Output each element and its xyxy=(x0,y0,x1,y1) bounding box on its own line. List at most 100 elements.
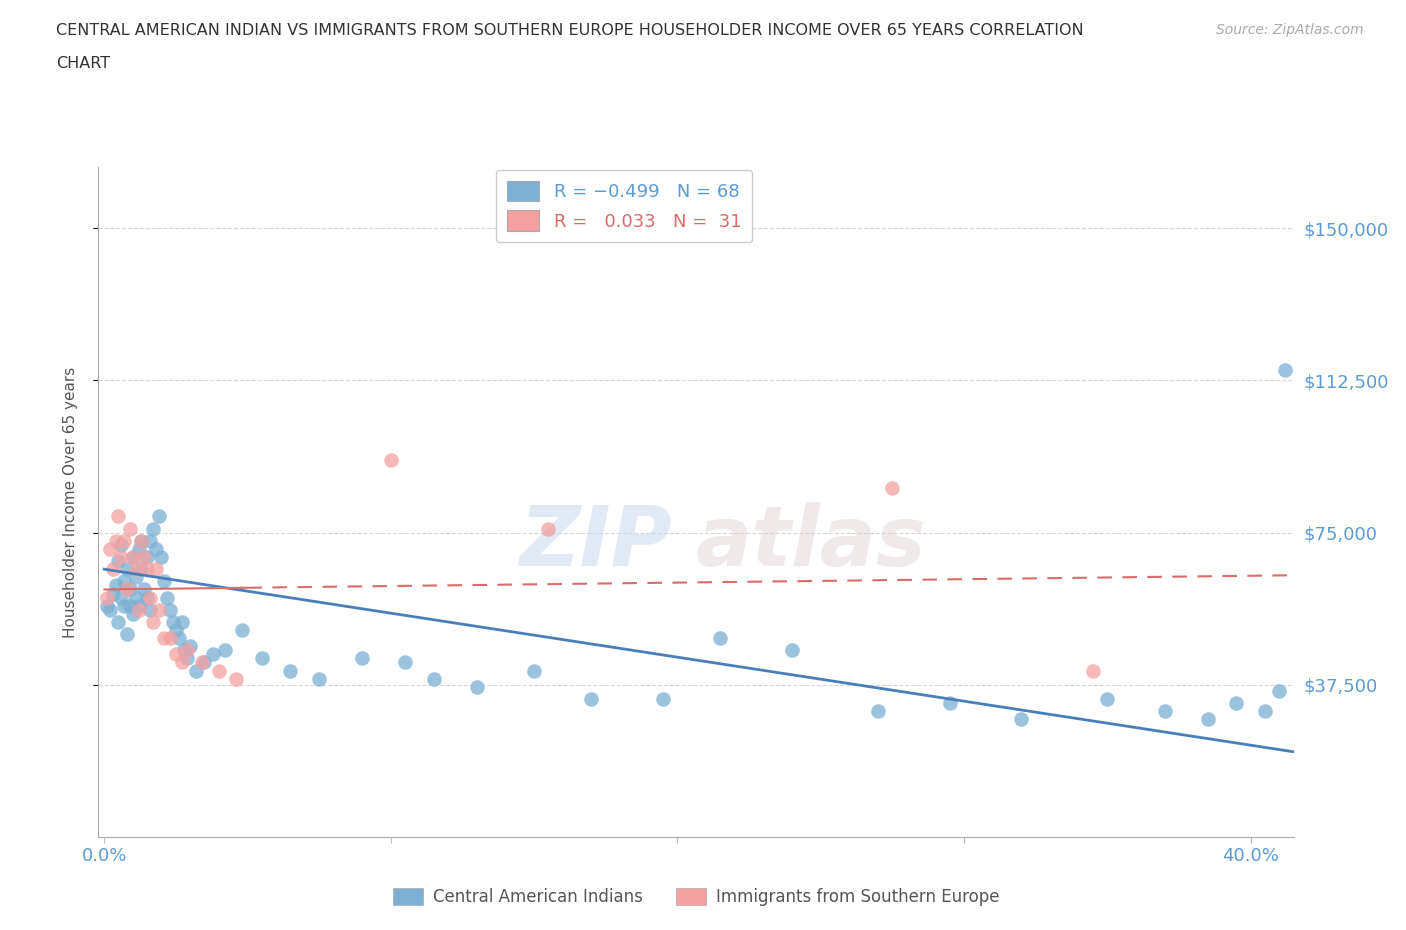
Point xyxy=(96,591,118,605)
Point xyxy=(150,550,173,565)
Point xyxy=(225,671,247,686)
Point xyxy=(121,550,143,565)
Point xyxy=(308,671,330,686)
Point xyxy=(1010,711,1032,726)
Point xyxy=(179,639,201,654)
Point xyxy=(124,591,146,605)
Point xyxy=(380,452,402,467)
Point xyxy=(112,533,135,548)
Point xyxy=(159,603,181,618)
Point xyxy=(190,655,212,670)
Point xyxy=(780,643,803,658)
Point xyxy=(153,574,176,589)
Point xyxy=(104,533,127,548)
Point xyxy=(537,521,560,536)
Point xyxy=(938,696,960,711)
Point xyxy=(101,586,124,601)
Point xyxy=(115,562,138,577)
Point xyxy=(98,541,121,556)
Point xyxy=(465,680,488,695)
Point xyxy=(112,574,135,589)
Point xyxy=(1274,363,1296,378)
Text: CHART: CHART xyxy=(56,56,110,71)
Point xyxy=(202,647,225,662)
Point xyxy=(1153,704,1175,719)
Point xyxy=(156,591,179,605)
Point xyxy=(121,606,143,621)
Point xyxy=(128,541,150,556)
Point xyxy=(1268,684,1291,698)
Point xyxy=(131,562,153,577)
Point xyxy=(280,663,302,678)
Point xyxy=(107,615,129,630)
Point xyxy=(124,562,146,577)
Point xyxy=(118,521,141,536)
Point xyxy=(101,562,124,577)
Point xyxy=(96,598,118,613)
Point xyxy=(153,631,176,645)
Y-axis label: Householder Income Over 65 years: Householder Income Over 65 years xyxy=(63,366,77,638)
Point xyxy=(128,603,150,618)
Point xyxy=(134,582,156,597)
Point xyxy=(107,553,129,568)
Point xyxy=(1197,711,1219,726)
Point xyxy=(110,538,132,552)
Point xyxy=(882,481,904,496)
Point xyxy=(142,615,165,630)
Point xyxy=(214,643,236,658)
Point xyxy=(1097,692,1119,707)
Point xyxy=(136,591,159,605)
Point xyxy=(1254,704,1277,719)
Point xyxy=(134,550,156,565)
Point xyxy=(121,550,143,565)
Point xyxy=(709,631,731,645)
Point xyxy=(115,582,138,597)
Legend: Central American Indians, Immigrants from Southern Europe: Central American Indians, Immigrants fro… xyxy=(387,881,1005,912)
Point xyxy=(131,533,153,548)
Point xyxy=(652,692,675,707)
Point xyxy=(131,533,153,548)
Point xyxy=(148,509,170,524)
Point xyxy=(110,591,132,605)
Point xyxy=(139,533,162,548)
Point xyxy=(231,622,253,637)
Point xyxy=(98,603,121,618)
Legend: R = −0.499   N = 68, R =   0.033   N =  31: R = −0.499 N = 68, R = 0.033 N = 31 xyxy=(496,170,752,242)
Point xyxy=(145,541,167,556)
Point xyxy=(136,562,159,577)
Point xyxy=(142,521,165,536)
Point xyxy=(115,627,138,642)
Point xyxy=(184,663,207,678)
Point xyxy=(176,643,198,658)
Point xyxy=(112,598,135,613)
Point xyxy=(118,582,141,597)
Point xyxy=(581,692,603,707)
Point xyxy=(1225,696,1247,711)
Point xyxy=(250,651,273,666)
Point xyxy=(104,578,127,592)
Text: atlas: atlas xyxy=(696,502,927,583)
Point xyxy=(173,643,195,658)
Text: Source: ZipAtlas.com: Source: ZipAtlas.com xyxy=(1216,23,1364,37)
Text: ZIP: ZIP xyxy=(519,502,672,583)
Point xyxy=(167,631,190,645)
Point xyxy=(162,615,184,630)
Point xyxy=(866,704,889,719)
Text: CENTRAL AMERICAN INDIAN VS IMMIGRANTS FROM SOUTHERN EUROPE HOUSEHOLDER INCOME OV: CENTRAL AMERICAN INDIAN VS IMMIGRANTS FR… xyxy=(56,23,1084,38)
Point xyxy=(136,550,159,565)
Point xyxy=(128,598,150,613)
Point xyxy=(170,615,193,630)
Point xyxy=(422,671,444,686)
Point xyxy=(139,591,162,605)
Point xyxy=(139,603,162,618)
Point xyxy=(118,598,141,613)
Point xyxy=(394,655,416,670)
Point xyxy=(523,663,546,678)
Point xyxy=(107,509,129,524)
Point xyxy=(176,651,198,666)
Point xyxy=(165,647,187,662)
Point xyxy=(148,603,170,618)
Point xyxy=(1081,663,1104,678)
Point xyxy=(165,622,187,637)
Point xyxy=(352,651,374,666)
